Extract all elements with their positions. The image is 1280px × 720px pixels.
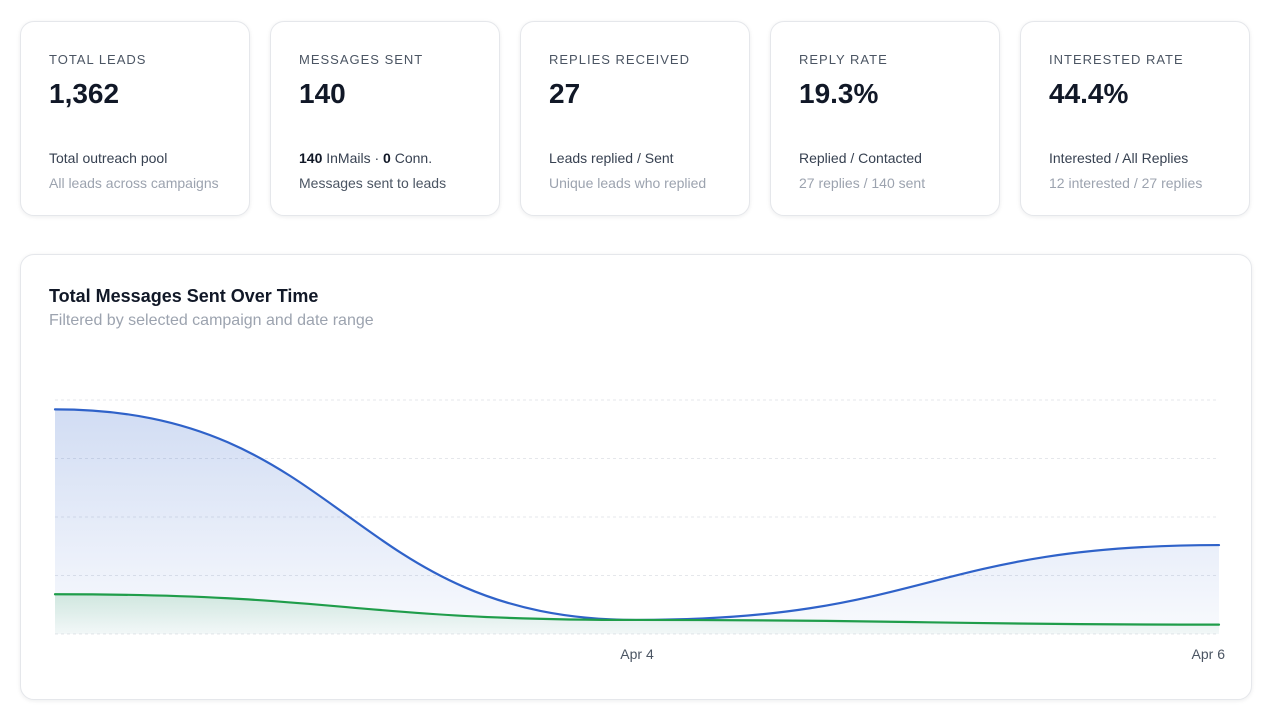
stat-detail: 27 replies / 140 sent (799, 175, 926, 191)
stats-cards: TOTAL LEADS 1,362 Total outreach pool Al… (20, 21, 1252, 218)
stat-label: INTERESTED RATE (1049, 52, 1184, 67)
messages-chart-card: Total Messages Sent Over Time Filtered b… (20, 254, 1252, 700)
stat-detail: Unique leads who replied (549, 175, 707, 191)
stat-value: 19.3% (799, 78, 879, 109)
stat-description: Leads replied / Sent (549, 150, 674, 166)
series-area-1 (55, 409, 1219, 634)
stat-detail: All leads across campaigns (49, 175, 219, 191)
stat-description: Interested / All Replies (1049, 150, 1189, 166)
stat-value: 27 (549, 78, 581, 109)
stat-card-messages-sent[interactable]: MESSAGES SENT 140 140 InMails · 0 Conn. … (270, 21, 500, 216)
stat-value: 1,362 (49, 78, 120, 109)
inmails-count: 140 (299, 150, 323, 166)
stat-value: 44.4% (1049, 78, 1129, 109)
stat-detail: 12 interested / 27 replies (1049, 175, 1203, 191)
stat-card-interested-rate[interactable]: INTERESTED RATE 44.4% Interested / All R… (1020, 21, 1250, 216)
stat-description: Replied / Contacted (799, 150, 922, 166)
connections-count: 0 (383, 150, 391, 166)
stat-label: REPLY RATE (799, 52, 888, 67)
stat-value: 140 (299, 78, 346, 109)
stat-card-reply-rate[interactable]: REPLY RATE 19.3% Replied / Contacted 27 … (770, 21, 1000, 216)
stat-description: 140 InMails · 0 Conn. (299, 150, 432, 166)
stat-description: Total outreach pool (49, 150, 168, 166)
series-line-2 (53, 593, 1221, 626)
stat-card-total-leads[interactable]: TOTAL LEADS 1,362 Total outreach pool Al… (20, 21, 250, 216)
stat-detail: Messages sent to leads (299, 175, 447, 191)
x-tick-label: Apr 6 (1192, 646, 1226, 662)
stat-label: TOTAL LEADS (49, 52, 147, 67)
stat-label: MESSAGES SENT (299, 52, 424, 67)
chart-subtitle: Filtered by selected campaign and date r… (49, 312, 374, 329)
x-tick-label: Apr 4 (620, 646, 654, 662)
stat-label: REPLIES RECEIVED (549, 52, 690, 67)
series-area-2 (55, 594, 1219, 634)
inmails-label: InMails · (322, 150, 384, 166)
messages-sent-chart[interactable]: Apr 4 Apr 6 (21, 255, 1251, 699)
chart-title: Total Messages Sent Over Time (49, 286, 319, 306)
connections-label: Conn. (390, 150, 433, 166)
stat-card-replies-received[interactable]: REPLIES RECEIVED 27 Leads replied / Sent… (520, 21, 750, 216)
